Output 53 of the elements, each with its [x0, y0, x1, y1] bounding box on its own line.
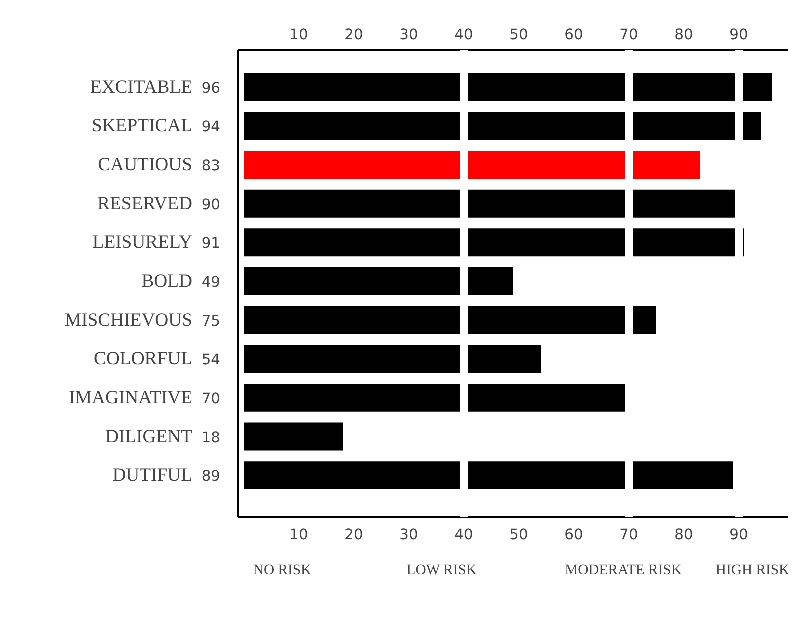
y-tick-label: LEISURELY [92, 232, 193, 254]
x2-tick-label: 80 [674, 526, 694, 544]
bar [244, 73, 772, 102]
x-tick-label: 10 [290, 26, 308, 44]
x-tick-label: 70 [620, 26, 638, 44]
y-tick-label: SKEPTICAL [92, 116, 193, 137]
data-label: 90 [202, 196, 221, 214]
data-label: 96 [202, 80, 221, 97]
data-label: 83 [202, 158, 221, 175]
bar [244, 112, 761, 140]
data-label: 94 [202, 118, 221, 136]
data-label: 91 [202, 235, 221, 252]
x2-tick-label: 40 [454, 526, 474, 544]
data-label: 18 [202, 429, 221, 446]
y-tick-label: DILIGENT [105, 426, 194, 448]
x2-tick-label: 90 [730, 526, 748, 544]
data-label: 70 [202, 390, 221, 408]
y-tick-label: RESERVED [98, 193, 193, 214]
x-tick-label: 80 [674, 26, 694, 44]
y-tick-label: CAUTIOUS [98, 154, 193, 176]
text: NO RISK [253, 562, 312, 578]
data-label: 75 [202, 312, 221, 330]
y-tick-label: COLORFUL [94, 348, 193, 370]
x-tick-label: 20 [344, 26, 364, 44]
text: MODERATE RISK [565, 562, 682, 578]
y-tick-label: IMAGINATIVE [69, 387, 193, 408]
x2-tick-label: 20 [344, 526, 364, 544]
y-tick-label: MISCHIEVOUS [65, 310, 193, 331]
data-label: 54 [202, 352, 221, 369]
x2-tick-label: 30 [400, 526, 418, 544]
x-tick-label: 60 [564, 26, 584, 44]
bar [244, 306, 656, 334]
x-tick-label: 50 [510, 26, 528, 44]
bar [244, 151, 700, 179]
x2-tick-label: 70 [620, 526, 638, 544]
x2-tick-label: 60 [564, 526, 584, 544]
y-tick-label: BOLD [142, 270, 193, 292]
text: HIGH RISK [716, 562, 790, 578]
x2-tick-label: 10 [290, 526, 308, 544]
x-tick-label: 30 [400, 26, 418, 44]
text: LOW RISK [406, 562, 478, 578]
y-tick-label: DUTIFUL [112, 465, 193, 486]
bar [244, 462, 734, 490]
bar [244, 345, 541, 374]
data-label: 89 [202, 468, 221, 486]
x-tick-label: 40 [454, 26, 474, 44]
data-label: 49 [202, 274, 221, 291]
x2-tick-label: 50 [510, 526, 528, 544]
bar [244, 268, 514, 296]
bar [244, 228, 744, 257]
y-tick-label: EXCITABLE [90, 76, 193, 98]
bar [244, 422, 343, 451]
x-tick-label: 90 [730, 26, 748, 44]
